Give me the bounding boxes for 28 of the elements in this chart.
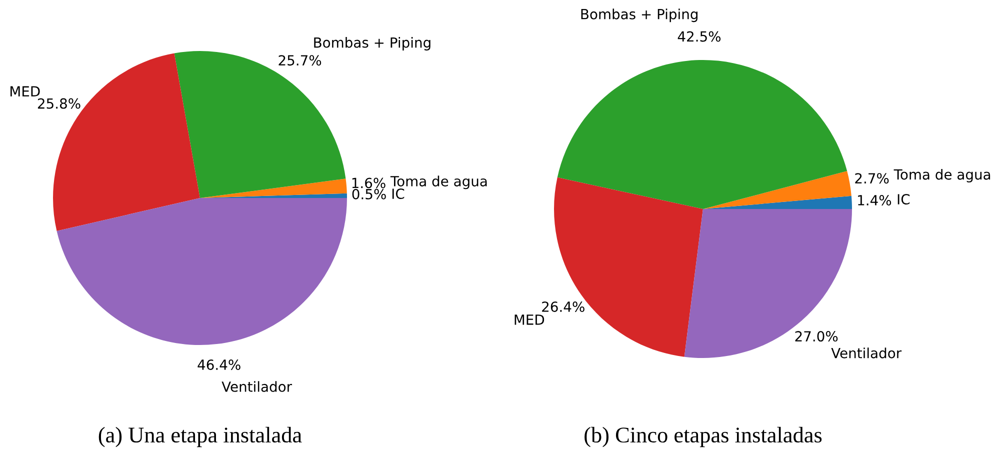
slice-label: Toma de agua — [390, 176, 487, 190]
slice-label: Bombas + Piping — [314, 37, 430, 50]
slice-label: Toma de agua — [894, 168, 990, 182]
pie-slice — [703, 171, 852, 209]
slice-label: MED — [514, 314, 544, 325]
data-label: 26.4% — [542, 301, 584, 312]
slice-label: Bombas + Piping — [581, 8, 698, 22]
text: (a) Una etapa instalada — [98, 426, 302, 448]
data-label: 1.4% — [858, 194, 892, 206]
pie-slice — [56, 198, 347, 345]
pie-slice — [200, 178, 347, 198]
text: (b) Cinco etapas instaladas — [584, 426, 822, 448]
data-label: 25.7% — [278, 55, 322, 66]
data-label: 27.0% — [795, 331, 838, 342]
slice-label: Ventilador — [222, 381, 292, 392]
pie-slice — [174, 51, 346, 198]
data-label: 0.5% — [352, 188, 386, 200]
pie-slice — [703, 196, 852, 209]
data-label: 42.5% — [678, 31, 721, 42]
pie-slice — [557, 60, 848, 209]
data-label: 25.8% — [38, 98, 80, 109]
data-label: 2.7% — [855, 173, 889, 184]
slice-label: IC — [392, 188, 404, 200]
slice-label: IC — [898, 194, 910, 205]
slice-label: Ventilador — [831, 348, 902, 358]
data-label: 46.4% — [198, 359, 240, 370]
slice-label: MED — [10, 86, 40, 96]
data-label: 1.6% — [352, 178, 386, 188]
